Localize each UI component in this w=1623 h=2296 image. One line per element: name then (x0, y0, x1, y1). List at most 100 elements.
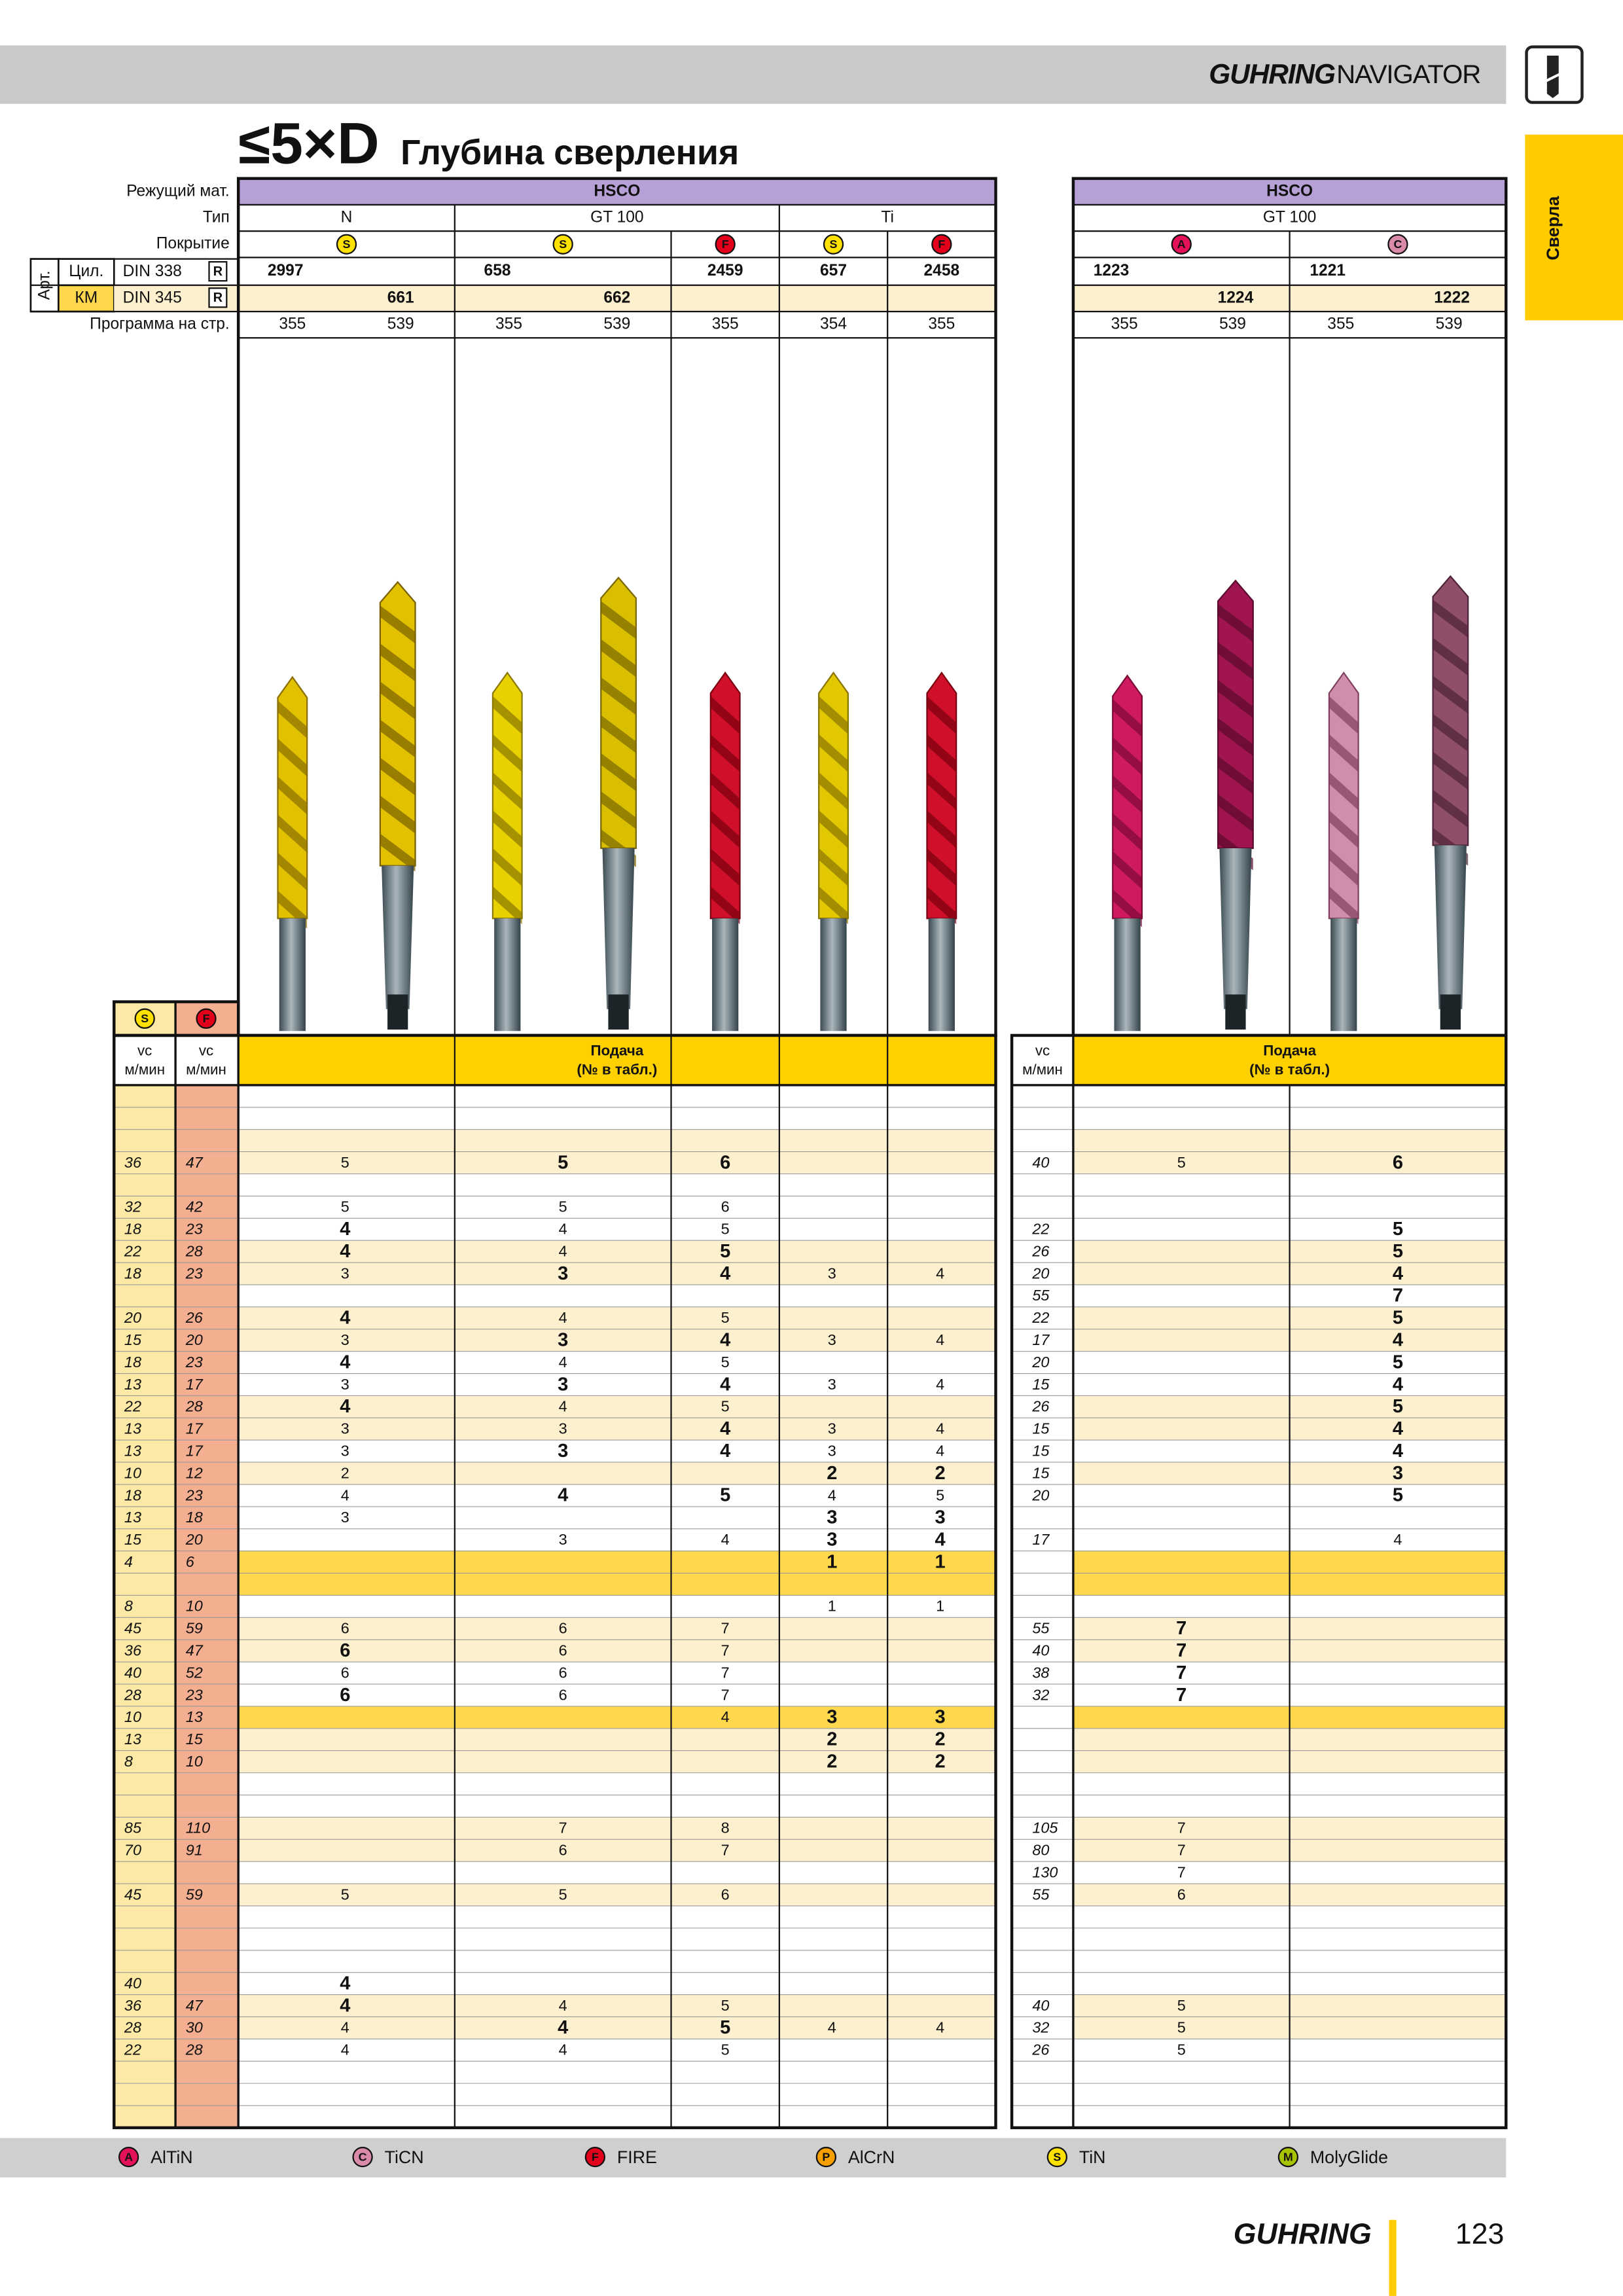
feed-value: 2 (341, 1464, 349, 1481)
row-band (238, 2017, 996, 2039)
vc-value: 18 (124, 1265, 141, 1282)
title-prefix: ≤5×D (238, 110, 379, 175)
vc-value: 6 (186, 1553, 195, 1570)
coating-code: C (1393, 238, 1402, 251)
vc-value: 28 (185, 2041, 203, 2058)
drill-twist (380, 757, 416, 796)
feed-value: 4 (936, 1265, 944, 1282)
feed-value: 4 (720, 1374, 730, 1395)
program-page: 539 (1436, 315, 1463, 333)
vc-value: 110 (186, 1820, 210, 1837)
feed-value: 5 (721, 2041, 730, 2058)
coating-badge (352, 2146, 373, 2168)
vc-value: 52 (186, 1664, 203, 1681)
top-bar (0, 45, 1507, 104)
drill-twist (927, 848, 957, 887)
row-band (238, 1839, 996, 1862)
drill-twist (1329, 886, 1359, 925)
drill-twist (1218, 641, 1253, 681)
vc-value: 10 (186, 1598, 203, 1615)
feed-value: 3 (341, 1376, 349, 1393)
drill-twist (380, 643, 416, 682)
feed-value: 4 (721, 1708, 730, 1725)
feed-note: (№ в табл.) (577, 1061, 657, 1077)
drill-twist (1218, 680, 1253, 719)
feed-value: 4 (559, 1309, 567, 1326)
vc-value: 32 (1032, 2019, 1049, 2036)
feed-value: 4 (936, 1442, 944, 1459)
row-band (238, 1151, 996, 1174)
drill-twist (819, 886, 848, 925)
feed-value: 2 (827, 1751, 837, 1772)
feed-value: 5 (1393, 1352, 1403, 1372)
drill-twist (1113, 737, 1142, 776)
drill-twist (492, 810, 522, 848)
drill-twist (927, 772, 957, 810)
drill-twist (1433, 789, 1469, 828)
feed-value: 5 (1393, 1396, 1403, 1417)
feed-value: 7 (1177, 1820, 1186, 1837)
coating-code: P (822, 2150, 830, 2163)
vc-value: 47 (186, 1997, 204, 2014)
vc-value: 13 (124, 1731, 141, 1748)
vc-label: vc (199, 1042, 213, 1058)
feed-value: 5 (1177, 2019, 1186, 2036)
drill-twist (492, 696, 522, 734)
drill-twist (710, 734, 740, 772)
drill-twist (710, 848, 740, 887)
article: 1222 (1434, 289, 1470, 306)
frame (113, 1033, 997, 2130)
feed-value: 4 (936, 2019, 944, 2036)
label: R (213, 264, 223, 279)
feed-value: 4 (558, 2017, 568, 2038)
drill-twist (601, 601, 636, 639)
drill-twist (277, 852, 308, 891)
footer-brand: GUHRING (1234, 2218, 1372, 2250)
coating-code: M (1283, 2150, 1293, 2163)
drill-twist (601, 791, 636, 829)
feed-value: 2 (935, 1751, 946, 1772)
vc-value: 22 (124, 1398, 141, 1415)
feed-value: 3 (341, 1331, 349, 1348)
drill (1328, 671, 1359, 1031)
feed-value: 5 (559, 1886, 567, 1903)
row-band (238, 1573, 996, 1596)
coating-code: S (830, 238, 838, 251)
coating-badge (552, 234, 573, 255)
vc-value: 26 (1031, 1398, 1050, 1415)
coating-code: F (203, 1012, 210, 1025)
drill-twist (1218, 718, 1253, 757)
feed-value: 3 (828, 1376, 836, 1393)
drill-twist (1329, 772, 1359, 810)
r-box (208, 260, 228, 282)
vc-value: 15 (186, 1731, 204, 1748)
feed-value: 4 (721, 1531, 730, 1548)
label: Цил. (69, 262, 103, 280)
feed-value: 7 (721, 1686, 730, 1703)
coating-badge (336, 234, 357, 255)
vc-value: 13 (124, 1442, 141, 1459)
brand-suffix: NAVIGATOR (1336, 60, 1480, 89)
drill-twist (1433, 751, 1469, 790)
feed-value: 5 (721, 1997, 730, 2014)
vc-value: 36 (124, 1997, 142, 2014)
feed-value: 6 (1177, 1886, 1186, 1903)
drill (709, 671, 741, 1031)
drill-twist (710, 886, 740, 925)
coating-code: S (343, 238, 351, 251)
label: R (213, 291, 223, 305)
vc-value: 30 (186, 2019, 203, 2036)
coating-code: F (938, 238, 945, 251)
feed-value: 3 (935, 1507, 946, 1528)
vc-value: 38 (1032, 1664, 1049, 1681)
feed-value: 3 (558, 1263, 568, 1284)
feed-value: 6 (1393, 1152, 1403, 1173)
vc-value: 28 (185, 1242, 203, 1259)
vc-value: 105 (1032, 1820, 1058, 1837)
feed-value: 4 (559, 1242, 567, 1259)
vc-value: 40 (124, 1975, 141, 1992)
feed-value: 6 (341, 1664, 349, 1681)
vc-value: 45 (124, 1886, 142, 1903)
drill (277, 675, 308, 1031)
article: 658 (484, 262, 511, 279)
